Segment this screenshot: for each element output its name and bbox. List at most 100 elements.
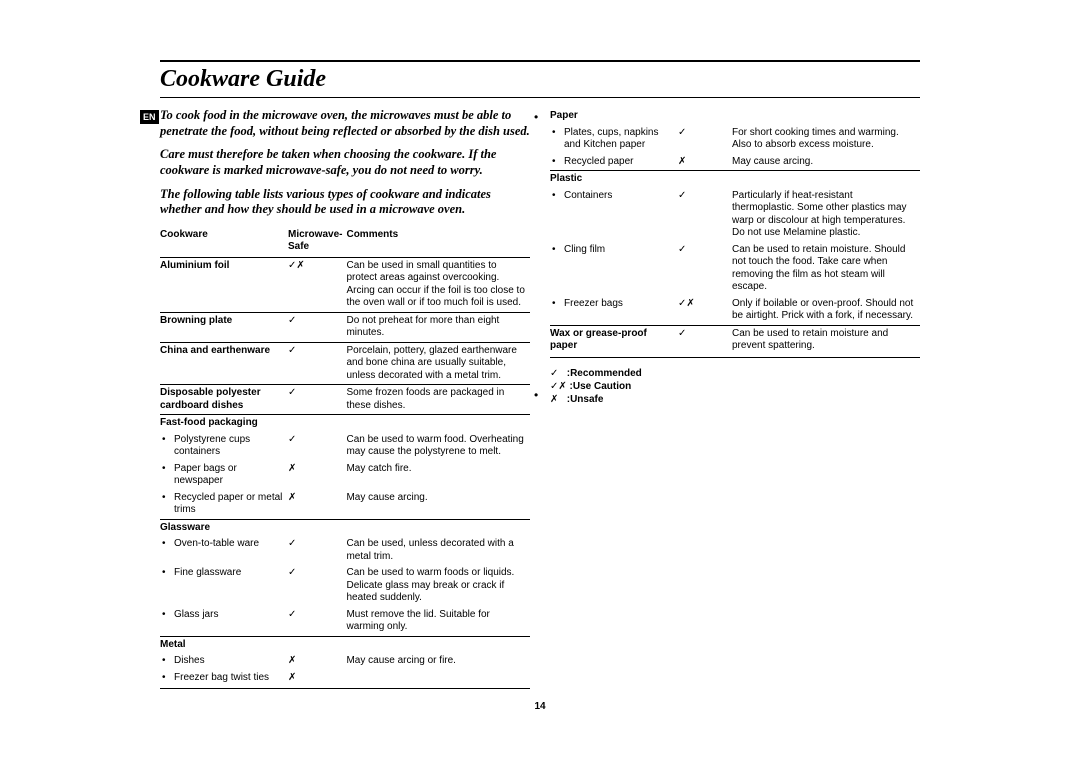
row-name: Oven-to-table ware bbox=[160, 536, 288, 565]
row-comment: Can be used to retain moisture. Should n… bbox=[732, 242, 920, 296]
table-row: Browning plate✓Do not preheat for more t… bbox=[160, 312, 530, 342]
table-row: Freezer bag twist ties✗ bbox=[160, 670, 530, 687]
table-row: Cling film✓Can be used to retain moistur… bbox=[550, 242, 920, 296]
row-name: Dishes bbox=[160, 653, 288, 670]
table-row: Aluminium foil✓✗Can be used in small qua… bbox=[160, 257, 530, 312]
row-comment: Can be used to warm food. Overheating ma… bbox=[346, 432, 530, 461]
row-comment: Can be used to retain moisture and preve… bbox=[732, 325, 920, 355]
table-row: Fine glassware✓Can be used to warm foods… bbox=[160, 565, 530, 607]
row-comment bbox=[732, 108, 920, 125]
table-row: Recycled paper or metal trims✗May cause … bbox=[160, 490, 530, 519]
side-bullet-icon: • bbox=[534, 110, 538, 124]
row-safe: ✗ bbox=[678, 154, 732, 171]
row-safe: ✗ bbox=[288, 653, 346, 670]
check-icon: ✓ bbox=[550, 368, 558, 379]
row-safe bbox=[288, 415, 346, 432]
row-name: Paper bags or newspaper bbox=[160, 461, 288, 490]
row-safe bbox=[288, 636, 346, 653]
row-safe: ✓ bbox=[288, 565, 346, 607]
row-comment: Must remove the lid. Suitable for warmin… bbox=[346, 607, 530, 636]
table-row: Oven-to-table ware✓Can be used, unless d… bbox=[160, 536, 530, 565]
row-safe: ✓ bbox=[288, 536, 346, 565]
row-safe: ✓ bbox=[288, 607, 346, 636]
row-name: Fine glassware bbox=[160, 565, 288, 607]
language-badge: EN bbox=[140, 110, 159, 124]
two-column-layout: To cook food in the microwave oven, the … bbox=[160, 108, 920, 689]
intro-paragraph-3: The following table lists various types … bbox=[160, 187, 530, 218]
table-row: Paper bags or newspaper✗May catch fire. bbox=[160, 461, 530, 490]
right-bottom-rule bbox=[550, 357, 920, 358]
row-name: Plates, cups, napkins and Kitchen paper bbox=[550, 125, 678, 154]
page-title: Cookware Guide bbox=[160, 66, 920, 93]
cross-icon: ✗ bbox=[550, 394, 558, 405]
row-safe: ✓✗ bbox=[288, 257, 346, 312]
row-safe: ✓ bbox=[678, 125, 732, 154]
row-comment bbox=[346, 636, 530, 653]
intro-paragraph-1: To cook food in the microwave oven, the … bbox=[160, 108, 530, 139]
row-comment: Do not preheat for more than eight minut… bbox=[346, 312, 530, 342]
row-safe: ✗ bbox=[288, 670, 346, 687]
row-safe: ✗ bbox=[288, 461, 346, 490]
page-number: 14 bbox=[160, 701, 920, 712]
legend-unsafe-label: :Unsafe bbox=[567, 394, 604, 405]
table-row: China and earthenware✓Porcelain, pottery… bbox=[160, 342, 530, 384]
row-safe: ✓✗ bbox=[678, 296, 732, 325]
row-name: Containers bbox=[550, 188, 678, 242]
row-comment: Can be used to warm foods or liquids. De… bbox=[346, 565, 530, 607]
table-row: Wax or grease-proof paper✓Can be used to… bbox=[550, 325, 920, 355]
legend-caution-label: :Use Caution bbox=[570, 381, 632, 392]
row-name: Paper bbox=[550, 108, 678, 125]
row-name: Metal bbox=[160, 636, 288, 653]
legend-recommended-label: :Recommended bbox=[567, 368, 642, 379]
table-row: Plastic bbox=[550, 171, 920, 188]
row-name: Disposable polyester cardboard dishes bbox=[160, 385, 288, 415]
row-comment: May cause arcing. bbox=[732, 154, 920, 171]
row-comment: May cause arcing or fire. bbox=[346, 653, 530, 670]
legend: ✓ :Recommended ✓✗ :Use Caution ✗ :Unsafe bbox=[550, 368, 920, 405]
top-rule bbox=[160, 60, 920, 62]
title-underline bbox=[160, 97, 920, 98]
row-name: Freezer bag twist ties bbox=[160, 670, 288, 687]
page: Cookware Guide EN To cook food in the mi… bbox=[0, 0, 1080, 732]
header-safe: Microwave-Safe bbox=[288, 226, 346, 258]
row-name: Wax or grease-proof paper bbox=[550, 325, 678, 355]
row-comment bbox=[346, 415, 530, 432]
row-safe: ✓ bbox=[678, 188, 732, 242]
row-comment: Some frozen foods are packaged in these … bbox=[346, 385, 530, 415]
row-comment: Only if boilable or oven-proof. Should n… bbox=[732, 296, 920, 325]
row-comment: Porcelain, pottery, glazed earthenware a… bbox=[346, 342, 530, 384]
row-name: Glass jars bbox=[160, 607, 288, 636]
caution-icon: ✓✗ bbox=[550, 381, 567, 392]
row-safe: ✓ bbox=[288, 385, 346, 415]
row-safe: ✓ bbox=[288, 432, 346, 461]
row-safe: ✗ bbox=[288, 490, 346, 519]
row-comment: For short cooking times and warming. Als… bbox=[732, 125, 920, 154]
row-name: Glassware bbox=[160, 519, 288, 536]
row-name: Aluminium foil bbox=[160, 257, 288, 312]
row-comment bbox=[346, 670, 530, 687]
row-safe bbox=[678, 171, 732, 188]
row-comment: Can be used in small quantities to prote… bbox=[346, 257, 530, 312]
right-column: • PaperPlates, cups, napkins and Kitchen… bbox=[550, 108, 920, 689]
header-comments: Comments bbox=[346, 226, 530, 258]
row-comment bbox=[732, 171, 920, 188]
row-safe: ✓ bbox=[678, 242, 732, 296]
table-row: Recycled paper✗May cause arcing. bbox=[550, 154, 920, 171]
table-row: Paper bbox=[550, 108, 920, 125]
left-bottom-rule bbox=[160, 688, 530, 689]
row-name: Recycled paper or metal trims bbox=[160, 490, 288, 519]
legend-unsafe: ✗ :Unsafe bbox=[550, 394, 920, 405]
row-name: Freezer bags bbox=[550, 296, 678, 325]
row-safe: ✓ bbox=[288, 342, 346, 384]
table-row: Dishes✗May cause arcing or fire. bbox=[160, 653, 530, 670]
table-row: Glassware bbox=[160, 519, 530, 536]
row-comment: May catch fire. bbox=[346, 461, 530, 490]
intro-paragraph-2: Care must therefore be taken when choosi… bbox=[160, 147, 530, 178]
legend-recommended: ✓ :Recommended bbox=[550, 368, 920, 379]
row-name: Fast-food packaging bbox=[160, 415, 288, 432]
row-name: China and earthenware bbox=[160, 342, 288, 384]
intro-text: To cook food in the microwave oven, the … bbox=[160, 108, 530, 218]
table-row: Metal bbox=[160, 636, 530, 653]
row-safe: ✓ bbox=[288, 312, 346, 342]
row-name: Browning plate bbox=[160, 312, 288, 342]
